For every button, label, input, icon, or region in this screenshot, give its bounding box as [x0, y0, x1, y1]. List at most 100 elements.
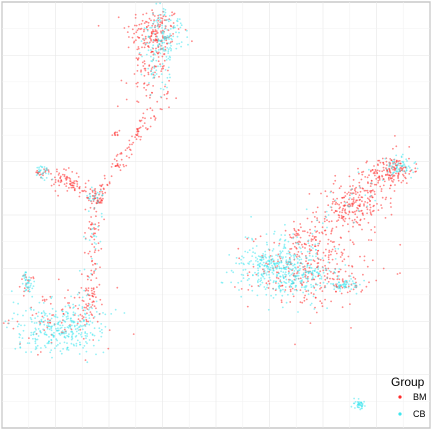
data-point-cb [91, 227, 94, 230]
data-point-cb [359, 408, 362, 411]
data-point-cb [29, 307, 32, 310]
data-point-bm [328, 251, 330, 254]
data-point-cb [309, 304, 312, 306]
data-point-cb [261, 281, 264, 284]
data-point-bm [82, 190, 85, 193]
data-point-cb [349, 197, 351, 199]
data-point-cb [50, 327, 53, 330]
data-point-cb [35, 333, 38, 336]
data-point-cb [92, 198, 95, 201]
data-point-cb [43, 332, 46, 335]
data-point-cb [23, 277, 26, 279]
data-point-cb [273, 280, 275, 282]
data-point-cb [46, 324, 48, 327]
data-point-cb [62, 332, 65, 335]
data-point-cb [262, 255, 265, 257]
data-point-cb [162, 30, 165, 33]
data-point-cb [349, 275, 352, 277]
data-point-cb [162, 47, 165, 49]
data-point-cb [280, 234, 283, 236]
data-point-cb [348, 205, 351, 208]
data-point-bm [47, 318, 49, 320]
data-point-bm [303, 230, 306, 233]
data-point-bm [128, 156, 131, 159]
data-point-cb [401, 153, 404, 156]
data-point-bm [162, 67, 165, 70]
data-point-bm [87, 304, 90, 307]
data-point-bm [267, 280, 270, 283]
data-point-cb [265, 261, 268, 264]
data-point-cb [69, 317, 72, 320]
data-point-cb [43, 179, 46, 182]
data-point-cb [85, 350, 88, 353]
data-point-cb [296, 274, 298, 277]
data-point-cb [334, 268, 337, 271]
data-point-cb [28, 276, 31, 279]
data-point-cb [325, 216, 328, 219]
data-point-bm [360, 178, 363, 181]
data-point-bm [172, 33, 175, 35]
data-point-cb [263, 268, 265, 271]
data-point-cb [259, 258, 262, 261]
data-point-bm [397, 173, 400, 176]
legend-key-bm [398, 395, 402, 399]
data-point-bm [88, 250, 91, 253]
data-point-cb [31, 295, 34, 298]
data-point-bm [360, 196, 363, 199]
data-point-cb [303, 286, 306, 289]
data-point-cb [310, 259, 313, 261]
data-point-cb [29, 317, 32, 319]
data-point-bm [132, 141, 135, 144]
data-point-cb [47, 173, 50, 175]
data-point-cb [330, 282, 332, 285]
data-point-bm [53, 183, 55, 186]
data-point-cb [364, 194, 367, 197]
data-point-cb [65, 332, 67, 334]
data-point-bm [380, 190, 383, 193]
data-point-bm [348, 175, 351, 178]
data-point-cb [86, 361, 89, 364]
data-point-bm [340, 214, 343, 217]
data-point-bm [400, 169, 403, 172]
data-point-bm [326, 219, 328, 222]
data-point-bm [415, 170, 417, 173]
data-point-bm [152, 29, 154, 31]
data-point-cb [168, 14, 171, 17]
data-point-cb [86, 333, 88, 335]
data-point-cb [71, 335, 73, 337]
data-point-bm [317, 249, 320, 252]
data-point-cb [55, 345, 58, 347]
data-point-bm [97, 229, 100, 231]
data-point-bm [140, 69, 143, 72]
data-point-cb [272, 297, 275, 299]
data-point-bm [354, 213, 357, 216]
data-point-cb [298, 256, 301, 259]
data-point-bm [334, 250, 337, 253]
data-point-cb [162, 7, 165, 10]
data-point-cb [289, 261, 291, 263]
data-point-bm [63, 328, 66, 331]
data-point-bm [303, 299, 306, 302]
data-point-bm [326, 195, 328, 198]
data-point-bm [147, 45, 150, 47]
data-point-bm [165, 97, 168, 100]
data-point-bm [327, 280, 330, 283]
data-point-bm [320, 286, 323, 289]
data-point-cb [38, 320, 41, 323]
data-point-bm [389, 184, 392, 187]
data-point-bm [341, 260, 344, 263]
data-point-bm [143, 46, 146, 49]
data-point-cb [241, 255, 243, 258]
data-point-bm [89, 188, 92, 191]
data-point-bm [73, 180, 76, 183]
data-point-bm [51, 314, 53, 316]
data-point-bm [366, 265, 369, 268]
data-point-cb [261, 256, 263, 259]
data-point-cb [169, 33, 172, 35]
data-point-cb [75, 342, 78, 345]
data-point-bm [78, 296, 81, 299]
data-point-cb [153, 67, 156, 69]
data-point-cb [292, 293, 294, 295]
data-point-cb [36, 166, 39, 169]
data-point-cb [279, 289, 282, 292]
